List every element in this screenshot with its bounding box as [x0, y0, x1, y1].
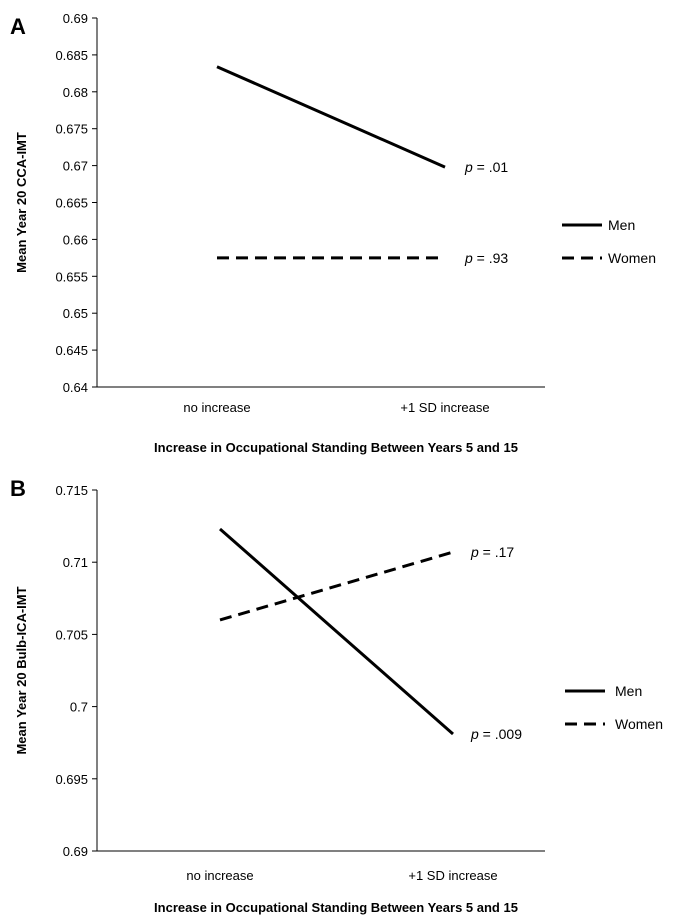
p-value-annotation: p = .93	[464, 250, 508, 266]
y-tick-label: 0.69	[63, 844, 88, 859]
p-value-annotation: p = .01	[464, 159, 508, 175]
series-line-women	[219, 550, 454, 622]
p-value-text: = .009	[479, 726, 522, 742]
y-axis-title: Mean Year 20 Bulb-ICA-IMT	[14, 586, 29, 754]
legend-label-men: Men	[615, 683, 642, 699]
series-line-men	[216, 65, 446, 169]
y-tick-label: 0.68	[63, 85, 88, 100]
x-axis-title: Increase in Occupational Standing Betwee…	[154, 440, 518, 455]
y-tick-label: 0.65	[63, 306, 88, 321]
y-tick-label: 0.7	[70, 700, 88, 715]
y-tick-label: 0.64	[63, 380, 88, 395]
legend-label-men: Men	[608, 217, 635, 233]
legend-label-women: Women	[615, 716, 663, 732]
y-tick-label: 0.66	[63, 232, 88, 247]
legend-label-women: Women	[608, 250, 656, 266]
y-tick-label: 0.705	[55, 627, 88, 642]
x-tick-label: +1 SD increase	[400, 400, 489, 415]
p-value-text: = .01	[473, 159, 509, 175]
y-tick-label: 0.675	[55, 122, 88, 137]
p-symbol: p	[464, 250, 473, 266]
p-value-text: = .17	[479, 544, 515, 560]
x-tick-label: +1 SD increase	[408, 868, 497, 883]
y-tick-label: 0.69	[63, 11, 88, 26]
y-tick-label: 0.695	[55, 772, 88, 787]
y-axis-title: Mean Year 20 CCA-IMT	[14, 132, 29, 273]
y-tick-label: 0.715	[55, 483, 88, 498]
p-value-text: = .93	[473, 250, 509, 266]
y-tick-label: 0.71	[63, 555, 88, 570]
y-tick-label: 0.67	[63, 159, 88, 174]
p-value-annotation: p = .009	[470, 726, 522, 742]
p-symbol: p	[464, 159, 473, 175]
y-tick-label: 0.655	[55, 269, 88, 284]
p-symbol: p	[470, 726, 479, 742]
y-tick-label: 0.685	[55, 48, 88, 63]
y-tick-label: 0.645	[55, 343, 88, 358]
p-value-annotation: p = .17	[470, 544, 514, 560]
p-symbol: p	[470, 544, 479, 560]
x-axis-title: Increase in Occupational Standing Betwee…	[154, 900, 518, 915]
panel-label: A	[10, 14, 26, 39]
x-tick-label: no increase	[183, 400, 250, 415]
y-tick-label: 0.665	[55, 196, 88, 211]
panel-label: B	[10, 476, 26, 501]
x-tick-label: no increase	[186, 868, 253, 883]
series-line-men	[219, 527, 454, 736]
